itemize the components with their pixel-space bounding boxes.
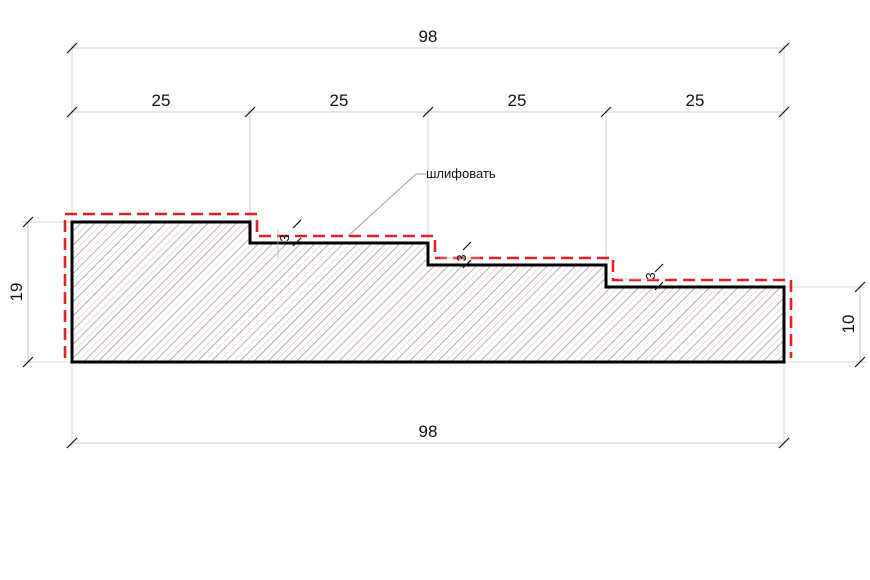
dimension-label-right-height: 10	[839, 315, 858, 334]
dimension-label-bottom-overall: 98	[419, 422, 438, 441]
dimension-segments: 25 25 25 25	[66, 91, 790, 118]
dimension-right-height: 10	[839, 281, 866, 368]
dimension-label-segment-1: 25	[152, 91, 171, 110]
dimension-top-overall: 98	[66, 27, 790, 54]
step-depth-label-3: 3	[643, 272, 658, 279]
sanding-note-label: шлифовать	[426, 166, 496, 181]
step-depth-label-1: 3	[277, 234, 292, 241]
dimension-bottom-overall: 98	[66, 422, 790, 449]
profile-section	[70, 220, 786, 364]
dimension-label-segment-4: 25	[686, 91, 705, 110]
step-dimension-2: 3	[440, 241, 480, 269]
dimension-label-segment-3: 25	[508, 91, 527, 110]
step-depth-label-2: 3	[454, 254, 469, 261]
dimension-left-height: 19	[7, 216, 34, 368]
sanding-leader	[347, 173, 426, 237]
step-dimension-3: 3	[618, 263, 664, 291]
sanding-note: шлифовать	[347, 166, 496, 237]
dimension-label-segment-2: 25	[330, 91, 349, 110]
step-dimension-1: 3	[277, 219, 302, 258]
dimension-label-top-overall: 98	[419, 27, 438, 46]
dimension-label-left-height: 19	[7, 283, 26, 302]
sanding-line	[63, 212, 793, 358]
